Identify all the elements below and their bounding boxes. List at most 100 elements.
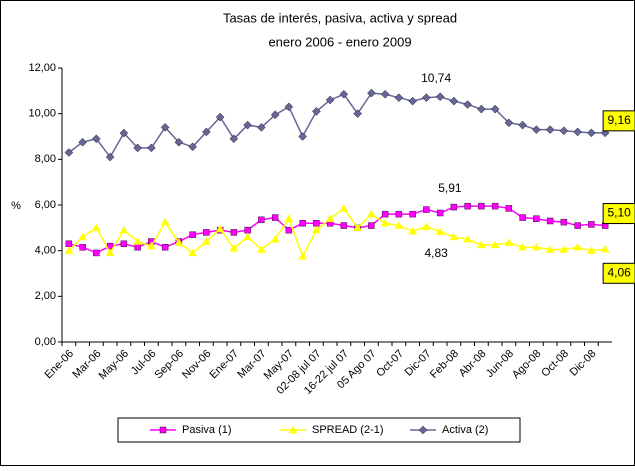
y-tick-label: 4,00 xyxy=(35,245,56,257)
label-box xyxy=(602,110,635,132)
data-point xyxy=(284,102,294,112)
data-point xyxy=(230,229,238,236)
data-point xyxy=(174,137,184,147)
data-point xyxy=(477,104,486,114)
data-point xyxy=(587,128,596,138)
data-point xyxy=(203,229,210,236)
data-point xyxy=(532,125,541,134)
data-point xyxy=(312,107,321,116)
data-point xyxy=(215,112,225,122)
legend-label: Pasiva (1) xyxy=(182,424,232,436)
data-point xyxy=(380,218,390,227)
data-label: 4,83 xyxy=(424,246,448,260)
data-point xyxy=(202,127,211,137)
data-point xyxy=(93,249,100,257)
data-point xyxy=(435,227,445,235)
legend-marker xyxy=(288,425,298,434)
data-point xyxy=(559,245,569,253)
data-point xyxy=(339,89,349,99)
data-point xyxy=(229,134,239,144)
data-point xyxy=(257,245,266,253)
data-point xyxy=(395,210,403,218)
data-point xyxy=(546,217,554,225)
data-point xyxy=(450,203,458,211)
label-box xyxy=(602,203,635,225)
data-point xyxy=(477,240,486,249)
data-label: 5,10 xyxy=(607,206,631,220)
data-point xyxy=(490,240,500,249)
data-point xyxy=(160,217,170,226)
legend-marker xyxy=(418,425,428,435)
data-point xyxy=(188,142,197,152)
y-tick-label: 6,00 xyxy=(35,199,56,211)
data-point xyxy=(285,226,293,234)
data-point xyxy=(353,109,362,118)
data-point xyxy=(92,223,101,232)
data-point xyxy=(409,210,416,218)
data-point xyxy=(491,202,499,210)
data-point xyxy=(532,242,541,251)
data-point xyxy=(189,231,196,238)
data-point xyxy=(257,123,266,132)
label-box xyxy=(602,262,635,284)
data-point xyxy=(408,226,417,235)
data-point xyxy=(134,244,141,251)
y-tick-label: 0,00 xyxy=(35,336,56,348)
data-point xyxy=(490,104,500,114)
data-point xyxy=(519,214,526,221)
y-tick-label: 2,00 xyxy=(35,290,56,302)
data-point xyxy=(436,209,444,217)
data-point xyxy=(339,204,349,212)
y-tick-label: 8,00 xyxy=(35,153,56,165)
data-point xyxy=(78,232,87,241)
data-point xyxy=(463,234,472,243)
data-point xyxy=(92,134,101,144)
data-point xyxy=(381,210,389,218)
data-point xyxy=(215,224,225,233)
data-point xyxy=(600,244,610,253)
data-point xyxy=(588,221,595,228)
data-point xyxy=(560,218,568,226)
data-point xyxy=(64,246,74,254)
legend-label: SPREAD (2-1) xyxy=(312,424,384,436)
data-point xyxy=(478,202,485,210)
data-point xyxy=(78,137,87,147)
data-point xyxy=(133,143,142,153)
data-point xyxy=(120,240,128,248)
data-point xyxy=(394,221,404,229)
series-line xyxy=(68,205,606,254)
data-point xyxy=(408,96,417,106)
data-point xyxy=(380,89,390,99)
data-point xyxy=(423,206,430,213)
data-point xyxy=(353,223,362,232)
legend-box xyxy=(117,417,521,443)
data-point xyxy=(435,92,445,102)
data-point xyxy=(229,243,239,252)
data-point xyxy=(270,110,280,120)
data-label: 9,16 xyxy=(607,113,631,127)
data-point xyxy=(367,88,376,98)
y-axis-label: % xyxy=(11,200,21,212)
data-point xyxy=(243,120,252,130)
data-point xyxy=(65,240,73,248)
data-point xyxy=(105,152,115,162)
data-point xyxy=(449,232,459,241)
data-point xyxy=(313,220,320,227)
data-label: 5,91 xyxy=(438,181,462,195)
data-point xyxy=(133,237,142,245)
data-point xyxy=(299,220,306,227)
data-point xyxy=(463,100,472,109)
y-tick-label: 10,00 xyxy=(28,108,56,120)
data-point xyxy=(188,248,197,257)
data-point xyxy=(449,96,459,106)
data-point xyxy=(504,238,514,246)
legend-label: Activa (2) xyxy=(442,424,488,436)
legend-marker xyxy=(159,426,167,434)
y-tick-label: 12,00 xyxy=(28,62,56,74)
data-point xyxy=(533,215,540,222)
data-point xyxy=(422,93,431,102)
data-point xyxy=(545,125,555,134)
data-point xyxy=(284,214,294,222)
data-point xyxy=(574,222,581,229)
data-point xyxy=(367,209,376,218)
